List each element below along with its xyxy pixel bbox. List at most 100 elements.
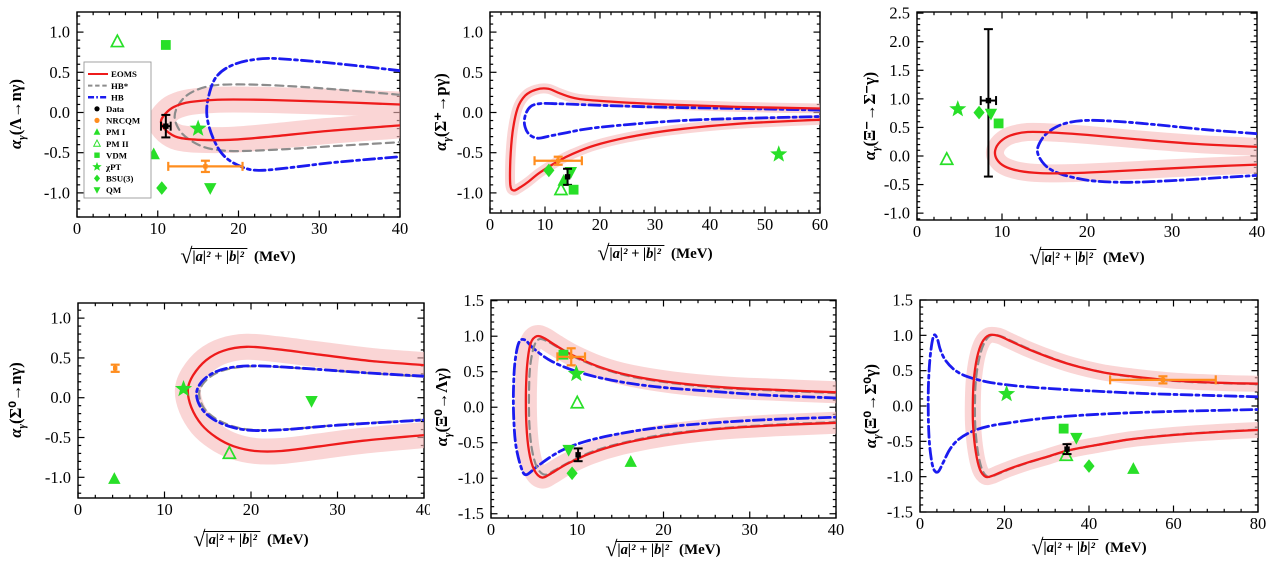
svg-text:0.0: 0.0 [50,388,71,407]
axis-unit: (MeV) [266,532,309,548]
svg-text:VDM: VDM [106,150,128,160]
svg-text:10: 10 [150,219,167,238]
svg-text:60: 60 [1165,514,1182,533]
svg-text:40: 40 [828,520,845,539]
x-axis-label: √|a|² + |b|² (MeV) [597,240,712,266]
svg-text:30: 30 [311,219,328,238]
svg-text:20: 20 [655,520,672,539]
svg-text:40: 40 [416,500,433,519]
alpha-symbol: α [431,437,451,447]
svg-text:30: 30 [742,520,759,539]
svg-text:-1.0: -1.0 [887,467,913,486]
svg-text:BSU(3): BSU(3) [106,174,133,184]
svg-text:10: 10 [994,222,1011,241]
gamma-subscript: γ [441,137,454,142]
svg-text:0.0: 0.0 [892,397,913,416]
decay-expression: (Σ⁺→pγ) [430,73,450,138]
x-axis-label: √|a|² + |b|² (MeV) [605,536,720,562]
svg-text:-0.5: -0.5 [45,428,71,447]
svg-text:-0.5: -0.5 [887,432,913,451]
decay-expression: (Σ⁰→nγ) [5,362,25,425]
svg-text:20: 20 [243,500,260,519]
svg-text:40: 40 [392,219,409,238]
svg-text:-0.5: -0.5 [44,143,70,162]
svg-text:20: 20 [592,215,609,234]
alpha-symbol: α [5,428,25,438]
y-axis-label: αγ(Σ⁺→pγ) [431,73,453,151]
svg-text:2.5: 2.5 [889,4,910,23]
svg-text:0.5: 0.5 [49,63,70,82]
xi0-lambda-gamma-chart-canvas: 0 10 20 30 40 -1.5 -1.0 -0.5 0.0 0.5 1.0 1.5 [458,291,845,539]
alpha-symbol: α [860,438,880,449]
svg-text:0: 0 [74,500,82,519]
axis-unit: (MeV) [1102,250,1145,266]
plot-sigma0-n-gamma: 0 10 20 30 40 -1.0 -0.5 0.0 0.5 1.0 αγ(Σ⁰→nγ) √|a… [0,285,433,570]
svg-text:1.5: 1.5 [892,291,913,310]
lambda-n-gamma-chart-canvas: 0 10 20 30 40 -1.0 -0.5 0.0 0.5 1.0 EOMS HB*HB Data N… [44,11,409,238]
svg-text:0.0: 0.0 [889,147,910,166]
alpha-symbol: α [5,139,25,149]
svg-text:40: 40 [1081,514,1098,533]
svg-text:40: 40 [1249,222,1266,241]
svg-text:-1.0: -1.0 [457,183,483,202]
svg-text:0: 0 [913,222,921,241]
plot-lambda-n-gamma: 0 10 20 30 40 -1.0 -0.5 0.0 0.5 1.0 EOMS HB* HB Data N… [0,0,430,285]
svg-text:0: 0 [486,215,494,234]
svg-text:EOMS: EOMS [111,69,137,79]
svg-text:PM II: PM II [106,139,129,149]
svg-text:1.5: 1.5 [889,61,910,80]
svg-text:0.0: 0.0 [462,103,483,122]
svg-text:0: 0 [487,520,495,539]
radical-sign: √ [180,243,193,268]
axis-unit: (MeV) [253,249,296,265]
svg-text:-1.0: -1.0 [45,468,71,487]
svg-text:30: 30 [329,500,346,519]
radical-sign: √ [1031,534,1044,559]
plot-xi-minus-sigma-minus-gamma: 0 10 20 30 40 -1.0 -0.5 0.0 0.5 1.0 1.5 2.0 2.5 αγ(Ξ… [860,0,1267,285]
svg-text:1.0: 1.0 [49,23,70,42]
radicand-expression: |a|² + |b|² [1039,249,1096,267]
plot-xi0-lambda-gamma: 0 10 20 30 40 -1.5 -1.0 -0.5 0.0 0.5 1.0 1.5 αγ(Ξ⁰→… [430,285,860,570]
xi-minus-sigma-minus-gamma-chart-canvas: 0 10 20 30 40 -1.0 -0.5 0.0 0.5 1.0 1.5 2.0 2.5 [884,4,1266,241]
axis-unit: (MeV) [678,542,721,558]
svg-text:60: 60 [812,215,829,234]
svg-text:1.0: 1.0 [462,23,483,42]
gamma-subscript: γ [871,434,884,439]
plot-xi0-sigma0-gamma: 0 20 40 60 80 -1.5 -1.0 -0.5 0.0 0.5 1.0 1.5 αγ(Ξ⁰→… [860,285,1267,570]
svg-text:1.0: 1.0 [892,326,913,345]
xi0-sigma0-gamma-chart-canvas: 0 20 40 60 80 -1.5 -1.0 -0.5 0.0 0.5 1.0 1.5 [887,291,1266,534]
svg-text:PM I: PM I [106,127,126,137]
decay-expression: (Ξ⁰→Λγ) [431,367,451,433]
x-axis-label: √|a|² + |b|² (MeV) [193,526,308,552]
sigma0-n-gamma-chart-canvas: 0 10 20 30 40 -1.0 -0.5 0.0 0.5 1.0 [45,302,433,519]
svg-text:-1.0: -1.0 [884,204,910,223]
svg-text:-1.5: -1.5 [458,504,484,523]
svg-text:0: 0 [73,219,81,238]
svg-text:0.5: 0.5 [889,118,910,137]
radicand-expression: |a|² + |b|² [607,245,664,263]
svg-text:0.5: 0.5 [462,63,483,82]
svg-text:-1.0: -1.0 [458,469,484,488]
axis-unit: (MeV) [1104,540,1147,556]
svg-text:1.0: 1.0 [50,309,71,328]
svg-text:NRCQM: NRCQM [106,116,141,126]
svg-text:HB: HB [111,92,124,102]
radical-sign: √ [597,240,610,265]
plot-sigma-plus-p-gamma: 0 10 20 30 40 50 60 -1.0 -0.5 0.0 0.5 1.0 αγ(Σ⁺→pγ)… [430,0,860,285]
y-axis-label: αγ(Σ⁰→nγ) [6,362,28,438]
svg-text:1.0: 1.0 [463,327,484,346]
svg-text:1.5: 1.5 [463,291,484,310]
svg-text:χPT: χPT [105,162,121,172]
y-axis-label: αγ(Ξ⁰→Λγ) [432,368,454,447]
svg-text:30: 30 [1164,222,1181,241]
svg-text:QM: QM [106,185,122,195]
svg-text:50: 50 [757,215,774,234]
svg-text:0.0: 0.0 [49,103,70,122]
svg-text:0.0: 0.0 [463,398,484,417]
decay-expression: (Ξ⁰→Σ⁰γ) [860,363,880,435]
svg-text:HB*: HB* [111,81,129,91]
svg-text:0.5: 0.5 [463,362,484,381]
radical-sign: √ [1029,244,1042,269]
decay-expression: (Λ→nγ) [5,79,25,136]
